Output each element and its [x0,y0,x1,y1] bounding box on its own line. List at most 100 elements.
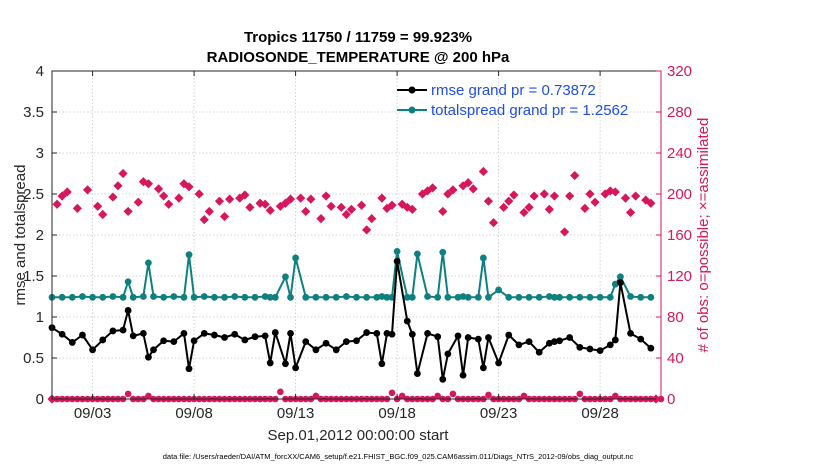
assimilated-obs-marker [631,191,641,201]
rmse-series-point [211,331,218,339]
spread-series-point [485,293,492,301]
rmse-series-point [383,330,391,337]
assimilated-obs-marker [367,214,377,224]
spread-series-point [479,254,487,262]
rmse-series-point [109,327,117,335]
spread-series-point [241,293,249,301]
rmse-series-point [408,330,416,338]
rmse-series-point [180,330,188,337]
spread-series-point [576,293,584,301]
spread-series-point [282,273,289,281]
rmse-series-point [119,326,127,334]
assimilated-obs-marker [565,191,575,201]
spread-series-point [292,254,299,262]
assimilated-obs-marker [214,196,225,206]
assimilated-obs-marker [306,194,316,204]
rmse-series-point [185,365,193,373]
spread-series-point [150,293,157,300]
x-axis-label: Sep.01,2012 00:00:00 start [268,427,450,444]
rmse-series-point [363,329,371,336]
rmse-series-point [414,370,421,377]
rmse-series-point [505,331,513,339]
rmse-series-point [576,343,584,351]
rmse-series-point [251,333,259,341]
spread-series-point [378,293,386,300]
rmse-series-point [266,359,274,367]
y-right-tick-label: 160 [667,227,692,244]
assimilated-obs-marker [336,202,346,212]
rmse-series-point [515,341,523,349]
x-tick-label: 09/03 [74,405,112,422]
spread-series-point [535,293,543,301]
rmse-series-point [170,338,178,345]
assimilated-obs-marker [549,191,560,201]
y-left-tick-label: 1.5 [23,268,44,285]
spread-series-point [617,273,624,281]
rmse-series-point [373,330,381,337]
assimilated-obs-marker [93,201,103,211]
assimilated-obs-marker [428,183,438,193]
possible-obs-marker [145,392,152,400]
spread-series-point [68,293,76,301]
spread-series-point [545,293,553,300]
rmse-series-point [637,335,645,343]
y-left-tick-label: 2.5 [23,186,44,203]
spread-series-point [342,293,350,300]
spread-series-point [221,293,228,301]
assimilated-obs-marker [559,227,570,237]
x-tick-label: 09/23 [480,405,518,422]
assimilated-obs-marker [524,202,534,212]
legend-rmse-marker [408,86,416,94]
rmse-series-point [474,335,482,343]
rmse-series-point [454,332,462,340]
ticks: 09/03 09/08 09/13 09/18 09/23 09/28 0 0.5 1 1.5 2 2… [23,63,692,422]
chart-title-line-1: Tropics 11750 / 11759 = 99.923% [244,29,472,46]
assimilated-obs-marker [377,193,387,203]
spread-series-point [551,293,558,301]
rmse-series-point [332,346,340,354]
rmse-series-point [378,360,386,368]
assimilated-obs-marker [483,196,494,206]
assimilated-obs-marker [625,207,636,218]
y-right-tick-label: 280 [667,104,692,121]
spread-series-point [271,293,279,301]
spread-series-point [627,293,634,300]
y-left-tick-label: 1 [36,309,44,326]
assimilated-obs-marker [341,209,351,220]
spread-series-point [302,293,310,301]
y-axis-label-right: # of obs: o=possible; ×=assimilated [695,118,712,353]
rmse-series-point [282,360,289,368]
spread-series-point [403,293,411,301]
possible-obs-marker [612,392,619,400]
assimilated-obs-marker [159,191,169,201]
assimilated-obs-marker [265,205,275,215]
assimilated-obs-marker [417,189,428,199]
rmse-series-point [464,334,472,341]
spread-series-point [566,293,574,301]
spread-series-point [145,259,152,267]
spread-series-point [474,293,482,301]
x-tick-label: 09/08 [175,405,213,422]
rmse-series-point [403,317,411,325]
spread-series-point [414,250,421,258]
rmse-series-point [485,334,492,341]
rmse-series-point [231,330,239,338]
rmse-series-point [79,331,86,339]
y-right-tick-label: 200 [667,186,692,203]
rmse-series-point [439,375,447,383]
assimilated-obs-marker [321,191,331,201]
spread-series-point [637,293,645,301]
assimilated-obs-marker [620,193,631,203]
assimilated-obs-marker [118,168,128,179]
rmse-series-point [606,341,614,349]
rmse-series-point [495,359,502,367]
rmse-series-point [261,332,269,340]
rmse-series-point [459,371,467,379]
rmse-series-point [200,330,208,337]
spread-series-point [596,293,604,301]
assimilated-obs-marker [387,200,397,210]
spread-series-point [180,293,188,301]
spread-series-point [231,293,239,300]
spread-series-point [200,293,208,300]
